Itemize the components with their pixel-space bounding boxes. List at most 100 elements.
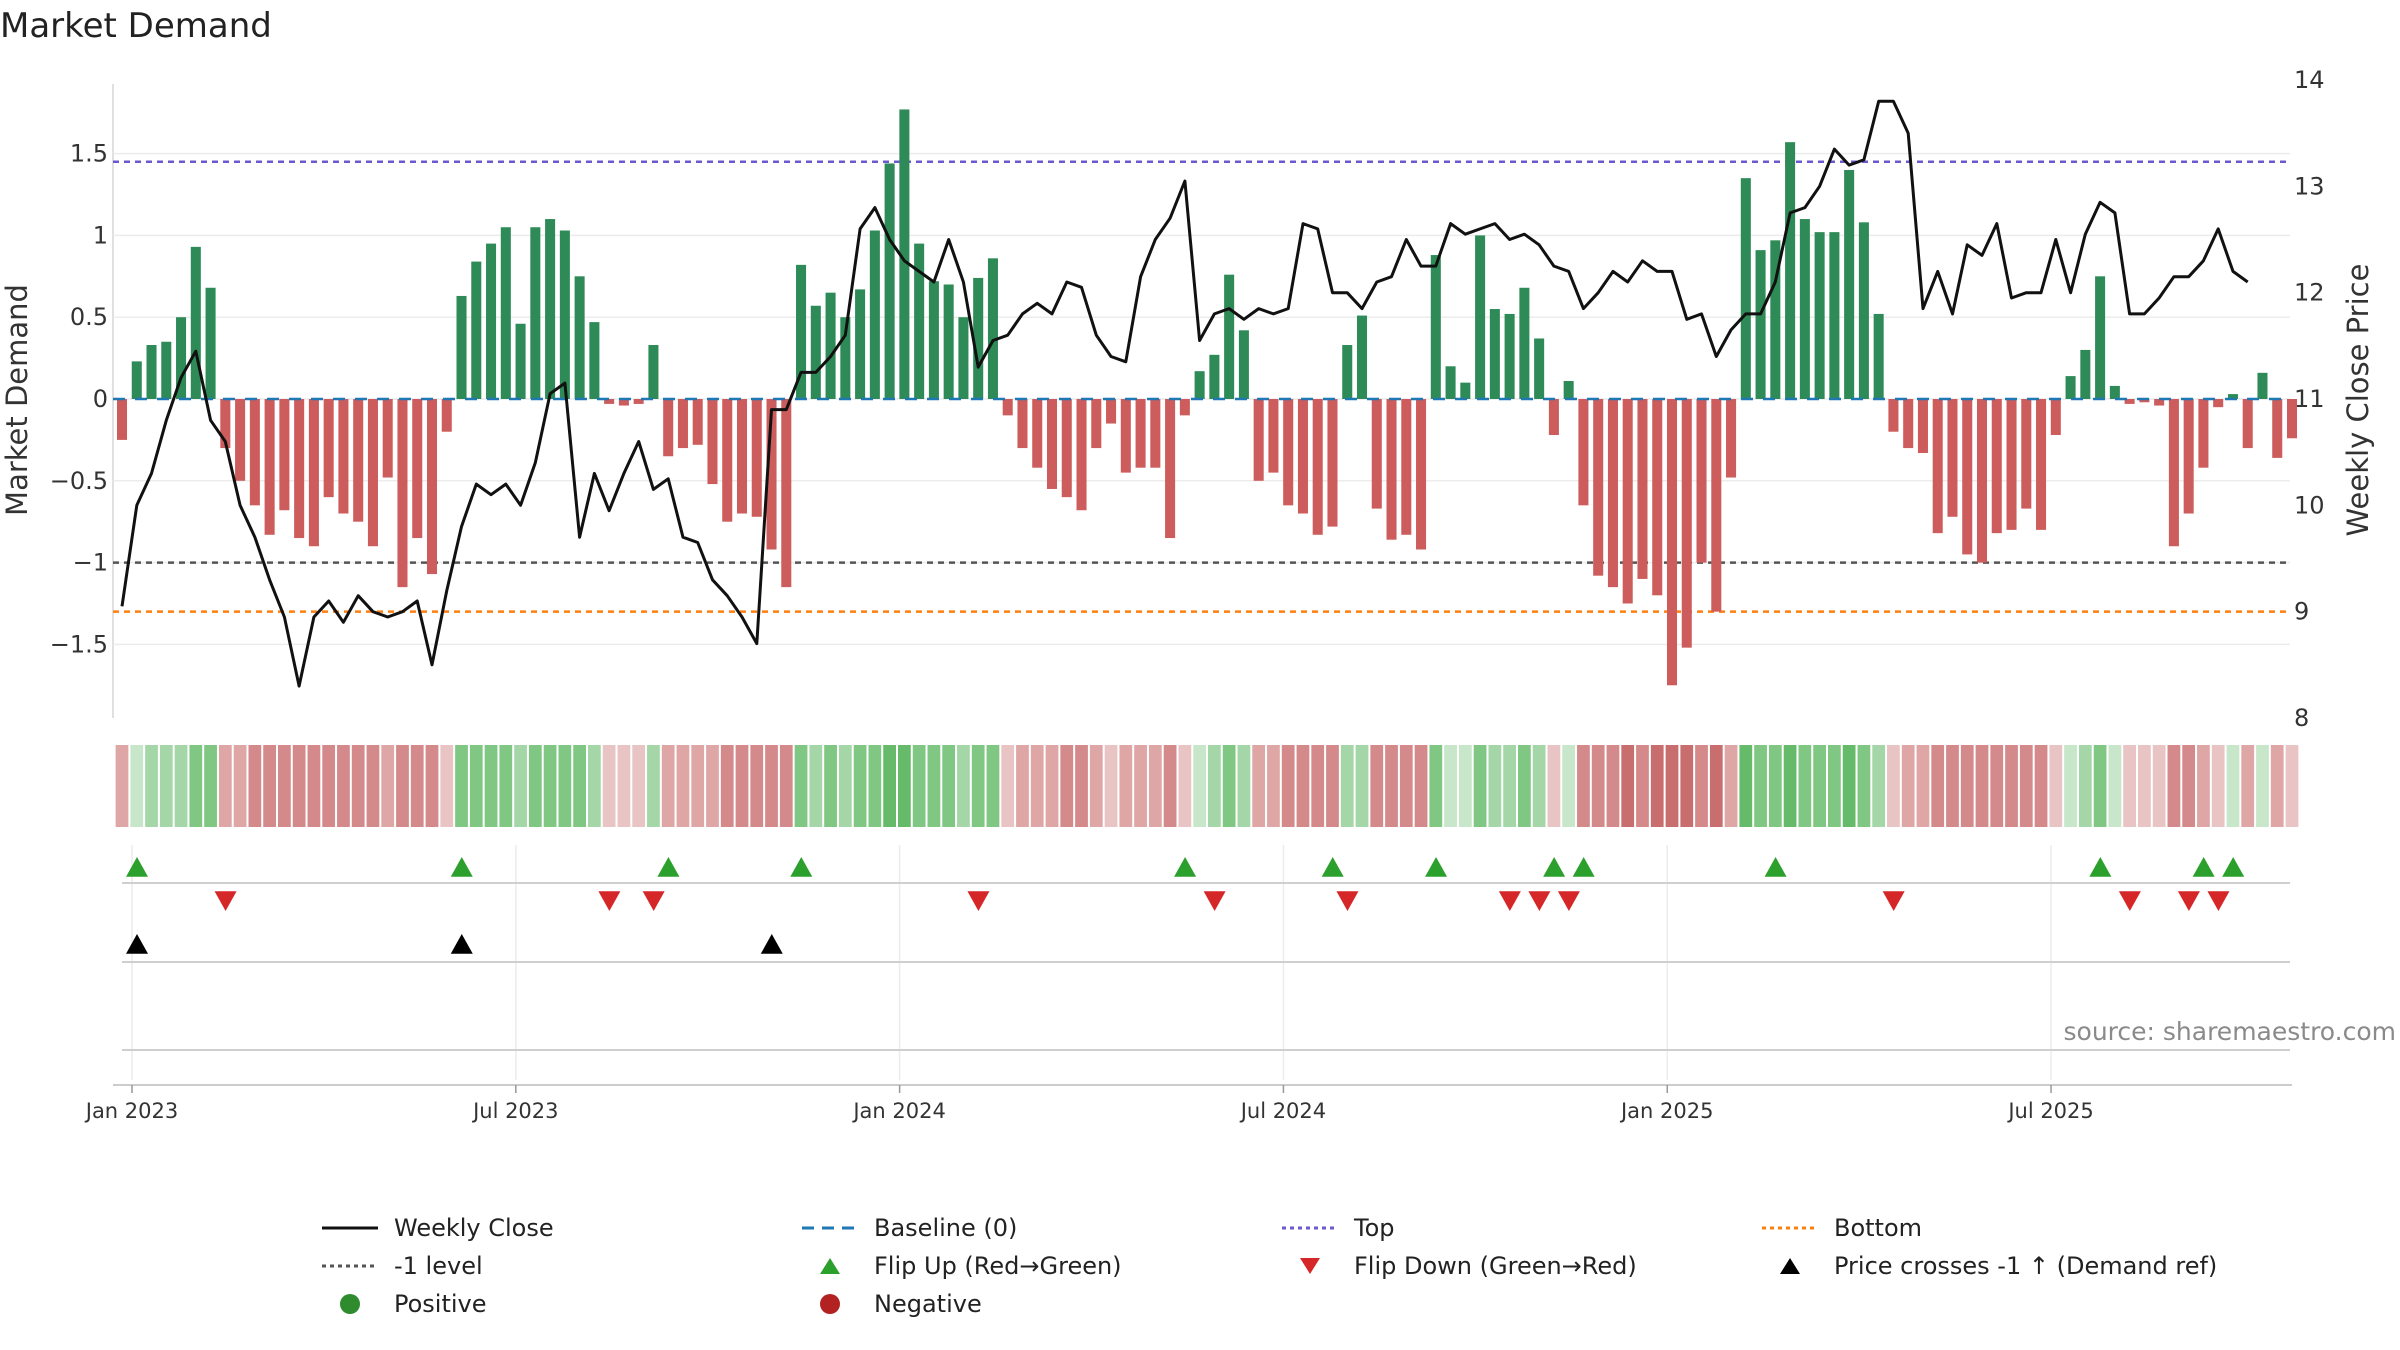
intensity-cell	[2078, 745, 2092, 827]
x-tick-label: Jul 2023	[471, 1099, 558, 1123]
intensity-cell	[455, 745, 468, 827]
y2-tick-label: 9	[2294, 598, 2309, 626]
cross-marker	[760, 934, 783, 954]
demand-bar	[928, 281, 939, 399]
legend-label-top: Top	[1354, 1214, 1395, 1242]
intensity-cell	[971, 745, 985, 827]
flip-down-marker	[1557, 891, 1580, 911]
demand-bar	[1209, 354, 1220, 399]
flip-down-marker	[1498, 891, 1521, 911]
legend-item-negative: Negative	[800, 1290, 982, 1318]
intensity-cell	[528, 745, 542, 827]
intensity-cell	[1709, 745, 1723, 827]
demand-bar	[1238, 330, 1249, 399]
intensity-cell	[632, 745, 646, 827]
flip-up-marker	[657, 857, 680, 877]
intensity-cell	[1754, 745, 1767, 827]
intensity-cell	[588, 745, 601, 827]
demand-bar	[1061, 399, 1072, 498]
demand-bar	[914, 243, 925, 399]
y2-tick-label: 14	[2294, 66, 2325, 94]
demand-bar	[1165, 399, 1176, 539]
intensity-cell	[794, 745, 808, 827]
intensity-cell	[2152, 745, 2166, 827]
demand-bar	[2198, 399, 2209, 468]
demand-bar	[987, 258, 998, 399]
legend-item-close: Weekly Close	[320, 1214, 554, 1242]
intensity-cell	[1030, 745, 1044, 827]
intensity-cell	[2285, 745, 2299, 827]
intensity-cell	[469, 745, 483, 827]
demand-bar	[722, 399, 733, 522]
intensity-cell	[425, 745, 439, 827]
demand-bar	[633, 399, 644, 404]
intensity-cell	[1222, 745, 1236, 827]
intensity-cell	[1001, 745, 1015, 827]
flip-down-marker	[1203, 891, 1226, 911]
intensity-cell	[1636, 745, 1649, 827]
demand-bar	[677, 399, 688, 449]
demand-bar	[2168, 399, 2179, 547]
intensity-cell	[617, 745, 631, 827]
intensity-cell	[1975, 745, 1989, 827]
x-tick-label: Jan 2025	[1619, 1099, 1714, 1123]
demand-bar	[116, 399, 128, 440]
legend-item-baseline: Baseline (0)	[800, 1214, 1017, 1242]
flip-up-marker	[126, 857, 148, 877]
demand-bar	[1076, 399, 1087, 511]
flip-up-marker	[790, 857, 813, 877]
intensity-cell	[543, 745, 557, 827]
y2-tick-label: 8	[2294, 704, 2309, 732]
source-label: source: sharemaestro.com	[2064, 1017, 2397, 1046]
demand-bar	[323, 399, 334, 498]
intensity-cell	[1946, 745, 1959, 827]
demand-bar	[1046, 399, 1058, 489]
intensity-cell	[647, 745, 660, 827]
demand-bar	[190, 246, 201, 399]
intensity-cell	[115, 745, 129, 827]
intensity-cell	[676, 745, 690, 827]
demand-bar	[1666, 399, 1678, 686]
intensity-cell	[1045, 745, 1059, 827]
legend-swatch-close	[322, 1226, 378, 1230]
intensity-cell	[204, 745, 217, 827]
demand-bar	[1179, 399, 1190, 416]
demand-bar	[1017, 399, 1028, 449]
intensity-cell	[1768, 745, 1782, 827]
intensity-cell	[706, 745, 719, 827]
flip-up-marker	[1321, 857, 1344, 877]
flip-up-marker	[2192, 857, 2215, 877]
demand-bar	[1297, 399, 1308, 514]
demand-bar	[382, 399, 393, 478]
intensity-cell	[838, 745, 852, 827]
intensity-cell	[278, 745, 291, 827]
demand-bar	[2050, 399, 2061, 435]
intensity-cell	[1473, 745, 1487, 827]
demand-bar	[2021, 399, 2032, 509]
y-tick-label: 1.5	[70, 140, 108, 168]
intensity-cell	[1783, 745, 1797, 827]
intensity-cell	[1281, 745, 1295, 827]
intensity-cell	[824, 745, 837, 827]
demand-bar	[1342, 345, 1353, 399]
demand-bar	[1563, 381, 1574, 399]
intensity-cell	[2049, 745, 2063, 827]
intensity-cell	[218, 745, 232, 827]
demand-bar	[618, 399, 629, 406]
intensity-cell	[1813, 745, 1826, 827]
intensity-cell	[1798, 745, 1812, 827]
intensity-cell	[602, 745, 616, 827]
intensity-cell	[883, 745, 896, 827]
intensity-cell	[1724, 745, 1738, 827]
cross-marker	[126, 934, 148, 954]
intensity-cell	[558, 745, 572, 827]
demand-bar	[1903, 399, 1914, 449]
demand-bar	[1785, 142, 1796, 399]
intensity-cell	[2019, 745, 2033, 827]
flip-up-marker	[2222, 857, 2245, 877]
demand-bar	[1460, 382, 1471, 399]
intensity-cell	[1208, 745, 1221, 827]
intensity-cell	[691, 745, 705, 827]
demand-bar	[2006, 399, 2017, 530]
intensity-cell	[1990, 745, 2004, 827]
